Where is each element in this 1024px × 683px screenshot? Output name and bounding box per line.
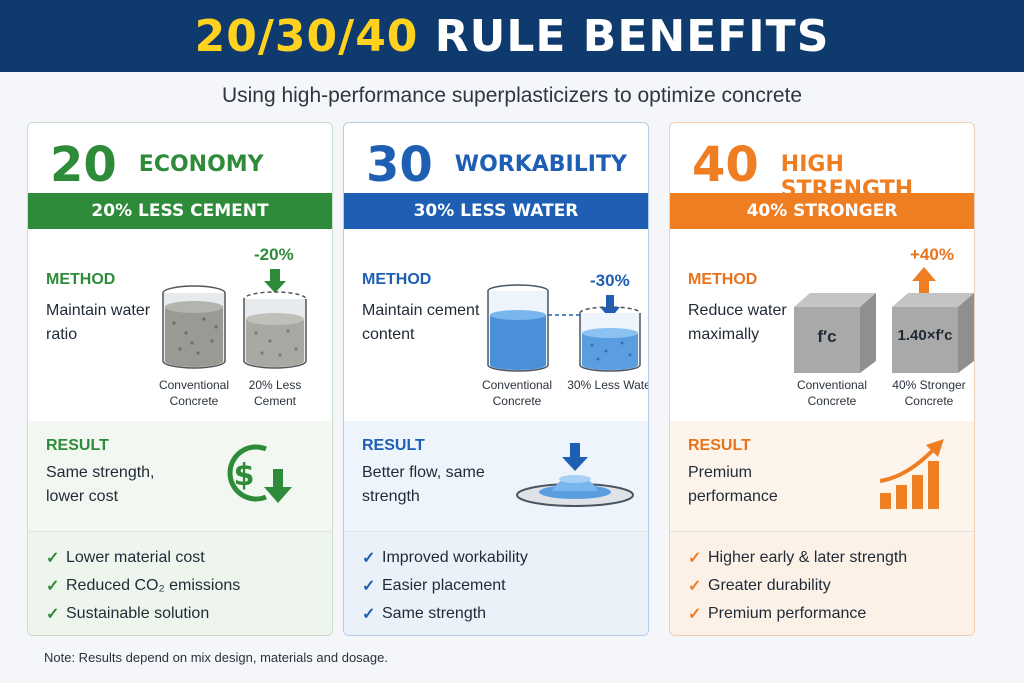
delta-label: -20%: [254, 245, 294, 264]
result-label: RESULT: [688, 437, 751, 454]
card-band: 30% LESS WATER: [344, 193, 648, 229]
caption-conventional: Conventional Concrete: [158, 378, 230, 408]
svg-text:$: $: [234, 458, 255, 493]
card-economy: 20 ECONOMY 20% LESS CEMENT METHOD Mainta…: [27, 122, 333, 636]
check-icon: ✓: [46, 606, 60, 623]
check-icon: ✓: [46, 550, 60, 567]
card-name: ECONOMY: [138, 152, 264, 177]
check-icon: ✓: [46, 578, 60, 595]
caption-reduced: 30% Less Water: [567, 378, 649, 392]
page-title: 20/30/40 RULE BENEFITS: [195, 11, 830, 62]
footnote: Note: Results depend on mix design, mate…: [44, 650, 388, 665]
title-highlight: 20/30/40: [194, 10, 419, 62]
caption-stronger: 40% Stronger Concrete: [892, 378, 966, 408]
method-label: METHOD: [46, 271, 116, 288]
caption-conventional: Conventional Concrete: [796, 378, 868, 408]
benefit-list: ✓ Higher early & later strength ✓ Greater …: [670, 531, 974, 635]
list-item: ✓ Easier placement: [362, 577, 506, 595]
benefit-list: ✓ Improved workability ✓ Easier placement …: [344, 531, 648, 635]
card-high-strength: 40 HIGH STRENGTH 40% STRONGER METHOD Red…: [669, 122, 975, 636]
card-number: 30: [366, 137, 433, 193]
benefit-list: ✓ Lower material cost ✓ Reduced CO₂ emissi…: [28, 531, 332, 635]
concrete-cubes-icon: [794, 267, 974, 373]
card-name: WORKABILITY: [454, 152, 627, 177]
list-item: ✓ Improved workability: [362, 549, 528, 567]
method-text: Maintain water ratio: [46, 302, 151, 343]
title-bar: 20/30/40 RULE BENEFITS: [0, 0, 1024, 72]
list-item: ✓ Lower material cost: [46, 549, 205, 567]
growth-chart-icon: [879, 439, 944, 509]
card-number: 20: [50, 137, 117, 193]
list-item: ✓ Premium performance: [688, 605, 867, 623]
card-header: 20 ECONOMY: [50, 137, 264, 193]
result-zone: [344, 421, 648, 531]
caption-reduced: 20% Less Cement: [248, 378, 302, 408]
check-icon: ✓: [362, 550, 376, 567]
method-label: METHOD: [362, 271, 432, 288]
title-rest: RULE BENEFITS: [418, 10, 830, 62]
result-label: RESULT: [362, 437, 425, 454]
delta-label: +40%: [910, 245, 954, 264]
water-containers-icon: [487, 284, 641, 372]
cube-label-conventional: f′c: [817, 327, 837, 346]
card-number: 40: [692, 137, 759, 193]
method-text: Maintain cement content: [362, 302, 480, 343]
dollar-down-icon: $: [227, 444, 292, 503]
check-icon: ✓: [688, 578, 702, 595]
list-item: ✓ Greater durability: [688, 577, 831, 595]
list-item: ✓ Higher early & later strength: [688, 549, 908, 567]
method-text: Reduce water maximally: [688, 302, 787, 343]
delta-label: -30%: [590, 271, 630, 290]
result-label: RESULT: [46, 437, 109, 454]
result-text: Better flow, same strength: [362, 464, 485, 505]
cement-containers-icon: [162, 269, 307, 369]
slump-flow-icon: [516, 443, 634, 507]
cube-label-stronger: 1.40×f′c: [897, 327, 953, 344]
card-workability: 30 WORKABILITY 30% LESS WATER METHOD Mai…: [343, 122, 649, 636]
card-header: 30 WORKABILITY: [366, 137, 627, 193]
check-icon: ✓: [362, 606, 376, 623]
result-text: Same strength, lower cost: [46, 464, 155, 505]
card-band: 40% STRONGER: [670, 193, 974, 229]
result-text: Premium performance: [688, 464, 778, 505]
list-item: ✓ Same strength: [362, 605, 487, 623]
caption-conventional: Conventional Concrete: [481, 378, 553, 408]
result-zone: [670, 421, 974, 531]
check-icon: ✓: [688, 606, 702, 623]
method-label: METHOD: [688, 271, 758, 288]
list-item: ✓ Sustainable solution: [46, 605, 210, 623]
check-icon: ✓: [362, 578, 376, 595]
check-icon: ✓: [688, 550, 702, 567]
card-band: 20% LESS CEMENT: [28, 193, 332, 229]
subtitle: Using high-performance superplasticizers…: [221, 84, 803, 107]
list-item: ✓ Reduced CO₂ emissions: [46, 577, 241, 595]
